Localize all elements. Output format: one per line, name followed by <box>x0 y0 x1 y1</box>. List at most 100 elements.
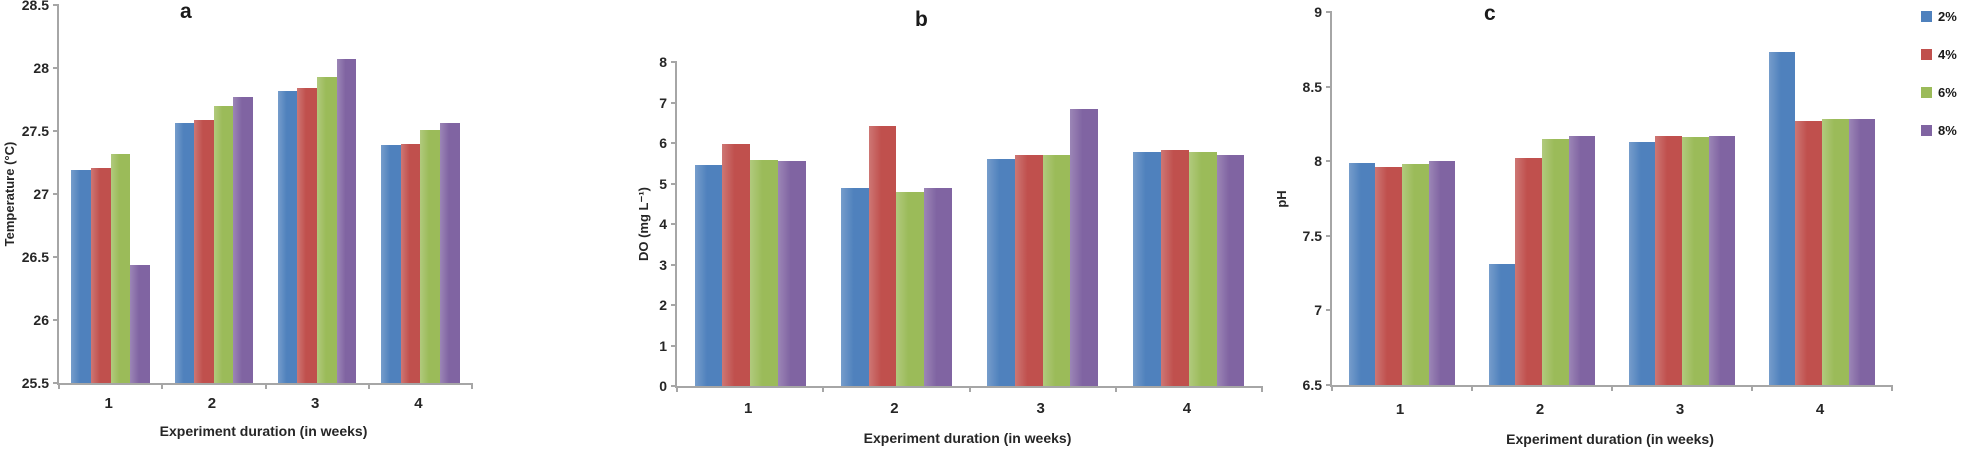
legend-swatch-icon <box>1921 87 1932 98</box>
bar-week4-2% <box>1768 52 1796 385</box>
bar-week1-4% <box>722 144 751 386</box>
bar-week3-2% <box>277 90 298 383</box>
y-tick-label: 27.5 <box>21 123 49 139</box>
x-tick-label-week-4: 4 <box>1182 400 1192 417</box>
x-tick-label-week-4: 4 <box>1815 401 1825 418</box>
panel-letter-c: c <box>1484 2 1496 25</box>
legend-item-6%: 6% <box>1921 85 1957 100</box>
x-tick-label-week-2: 2 <box>207 395 217 412</box>
y-axis-title: DO (mg L⁻¹) <box>636 186 651 262</box>
x-tick-label-week-3: 3 <box>1036 400 1045 417</box>
x-tick-mark <box>1471 385 1473 391</box>
legend-label: 8% <box>1938 123 1957 138</box>
bar-week1-8% <box>130 264 150 383</box>
bar-week2-4% <box>194 119 214 383</box>
bar-week2-2% <box>840 187 869 386</box>
plot-area: 6.5 7 7.5 8 8.5 9 <box>1303 4 1893 393</box>
bar-group-week-3 <box>277 5 357 383</box>
x-tick-mark <box>264 383 267 389</box>
bar-group-week-2 <box>840 62 952 386</box>
bar-week4-4% <box>1795 120 1822 385</box>
bar-week2-4% <box>868 126 897 386</box>
y-tick-mark <box>1326 11 1332 13</box>
y-tick-mark <box>671 304 677 306</box>
y-tick-mark <box>1326 85 1332 88</box>
bar-week1-6% <box>110 153 131 383</box>
legend-label: 4% <box>1938 47 1957 62</box>
y-tick-mark <box>53 193 59 195</box>
x-tick-mark <box>1331 385 1333 391</box>
y-tick-mark <box>671 263 677 266</box>
bar-week1-8% <box>777 161 806 386</box>
plot-area: 0 1 2 3 4 5 6 7 8 <box>659 54 1263 394</box>
bar-week2-8% <box>924 187 952 386</box>
x-axis-title: Experiment duration (in weeks) <box>159 423 368 439</box>
bar-week4-8% <box>439 123 460 383</box>
x-tick-mark <box>1751 385 1753 391</box>
bar-week1-4% <box>1375 167 1402 385</box>
bar-week4-4% <box>400 143 421 383</box>
y-tick-mark <box>53 382 59 384</box>
y-tick-label: 0 <box>659 378 667 394</box>
y-tick-label: 2 <box>659 297 667 313</box>
x-tick-mark <box>161 383 164 389</box>
y-tick-mark <box>671 61 677 63</box>
y-tick-label: 25.5 <box>21 375 49 391</box>
bar-week3-8% <box>336 59 357 383</box>
x-tick-label-week-4: 4 <box>414 395 423 412</box>
legend-item-8%: 8% <box>1921 123 1957 138</box>
legend-swatch-icon <box>1921 49 1932 60</box>
bar-week1-6% <box>1401 164 1429 385</box>
x-tick-mark <box>1891 385 1893 391</box>
bar-group-week-4 <box>1768 12 1876 385</box>
y-axis-title: pH <box>1274 189 1289 208</box>
y-tick-mark <box>53 130 59 132</box>
x-tick-label-week-3: 3 <box>310 395 320 412</box>
bar-week2-8% <box>233 96 254 383</box>
y-tick-mark <box>671 101 677 104</box>
chart-panel-a: a Temperature (°C) 25.5 26 26.5 27 27.5 28 28.5 1… <box>0 0 560 461</box>
x-tick-mark <box>58 383 60 389</box>
x-tick-label-week-1: 1 <box>1395 401 1405 418</box>
y-tick-label: 28.5 <box>21 0 49 13</box>
bar-group-week-2 <box>1488 12 1596 385</box>
bar-week4-2% <box>1133 151 1162 386</box>
bar-week4-8% <box>1216 155 1245 386</box>
y-tick-mark <box>671 223 677 225</box>
panel-letter-b: b <box>915 8 928 31</box>
x-tick-mark <box>968 386 971 392</box>
bar-week3-2% <box>1628 141 1656 385</box>
y-tick-mark <box>53 67 59 69</box>
y-tick-mark <box>671 182 677 185</box>
legend: 2% 4% 6% 8% <box>1921 9 1957 138</box>
y-tick-label: 5 <box>659 175 667 192</box>
bar-week2-2% <box>174 123 195 383</box>
x-tick-label-week-2: 2 <box>1535 401 1545 418</box>
bar-week4-4% <box>1161 150 1189 386</box>
x-tick-mark <box>1261 386 1263 392</box>
plot-area: 25.5 26 26.5 27 27.5 28 28.5 <box>22 0 473 391</box>
bar-week2-6% <box>896 192 925 386</box>
legend-swatch-icon <box>1921 11 1932 22</box>
bar-week1-6% <box>750 160 778 386</box>
y-tick-label: 26.5 <box>21 249 49 265</box>
legend-swatch-icon <box>1921 125 1932 136</box>
x-tick-mark <box>822 386 825 392</box>
x-tick-mark <box>1114 386 1117 392</box>
x-tick-mark <box>676 386 678 392</box>
bar-group-week-1 <box>694 62 806 386</box>
y-tick-mark <box>1326 234 1332 237</box>
chart-panel-c: c pH 6.5 7 7.5 8 8.5 9 1 2 3 4 Experiment duration (… <box>1265 0 1962 461</box>
y-tick-mark <box>1326 309 1332 312</box>
y-tick-mark <box>671 142 677 144</box>
bar-week3-4% <box>1655 135 1682 385</box>
legend-item-4%: 4% <box>1921 47 1957 62</box>
legend-label: 6% <box>1938 85 1957 100</box>
bar-week1-2% <box>71 170 91 383</box>
y-tick-mark <box>1326 384 1332 386</box>
bar-week1-4% <box>90 167 111 383</box>
panel-letter-a: a <box>180 0 192 23</box>
y-axis-title: Temperature (°C) <box>2 141 17 247</box>
x-axis-title: Experiment duration (in weeks) <box>863 430 1072 446</box>
